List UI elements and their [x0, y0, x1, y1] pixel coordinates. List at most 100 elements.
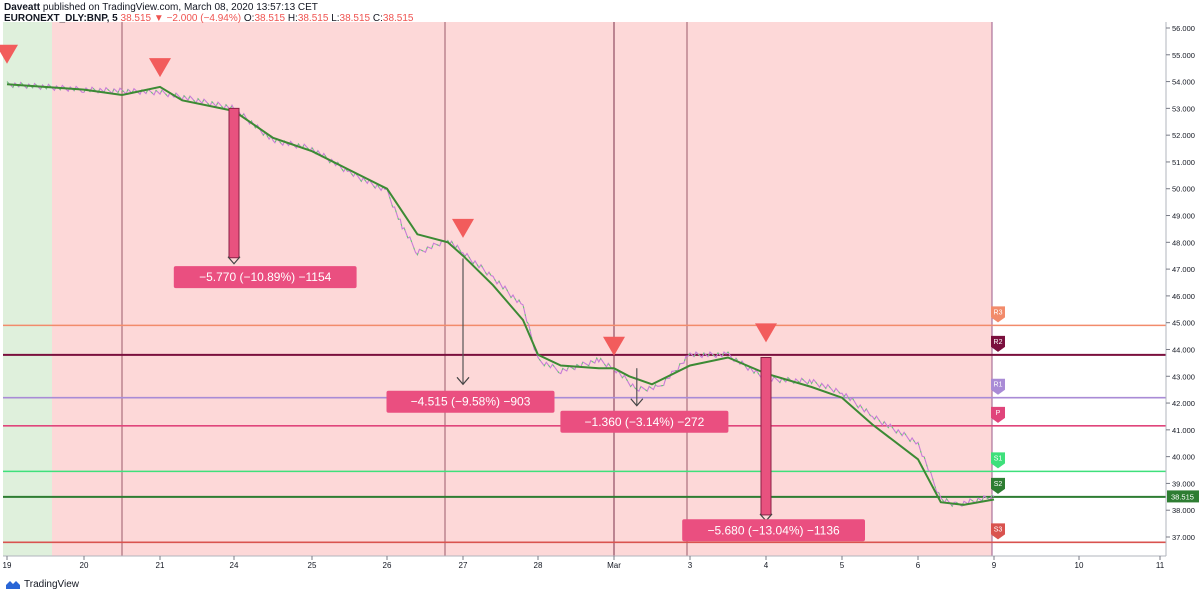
sell-signal-triangle-1 — [0, 44, 18, 64]
symbol[interactable]: EURONEXT_DLY:BNP, 5 — [4, 13, 118, 24]
high-value: 38.515 — [297, 13, 329, 24]
x-tick-label: 3 — [688, 561, 693, 570]
pivot-levels: R3 R2 R1 P S1 S2 S3 — [3, 306, 1166, 544]
last-price-marker — [1167, 490, 1199, 503]
low-label: L: — [331, 13, 340, 24]
y-tick-label: 44.000 — [1172, 345, 1195, 354]
chart-header: Daveatt published on TradingView.com, Ma… — [4, 2, 414, 24]
drop-label-box — [386, 390, 555, 413]
y-tick-label: 40.000 — [1172, 453, 1195, 462]
x-tick-label: 26 — [383, 561, 392, 570]
drop-arrow-4: −5.680 (−13.04%) −1136 — [682, 357, 865, 542]
drop-arrowhead — [456, 376, 470, 386]
x-tick-label: 25 — [308, 561, 317, 570]
last-price-label: 38.515 — [1171, 492, 1194, 501]
sell-signal-triangle-4 — [603, 336, 625, 356]
level-tag-shape — [991, 406, 1005, 423]
down-arrow-icon: ▼ — [153, 13, 164, 24]
y-tick-label: 49.000 — [1172, 212, 1195, 221]
x-tick-label: 10 — [1075, 561, 1084, 570]
x-tick-label: 5 — [840, 561, 845, 570]
tradingview-brand: TradingView — [24, 579, 80, 590]
y-tick-label: 51.000 — [1172, 158, 1195, 167]
last-price: 38.515 — [120, 13, 152, 24]
sell-signal-triangle-5 — [755, 323, 777, 343]
level-tag-s1: S1 — [991, 452, 1005, 469]
close-value: 38.515 — [382, 13, 414, 24]
level-tag-label: R1 — [994, 382, 1003, 389]
x-tick-label: Mar — [607, 561, 621, 570]
level-tag-shape — [991, 523, 1005, 540]
sell-signals — [0, 44, 777, 356]
drop-arrows: −5.770 (−10.89%) −1154 −4.515 (−9.58%) −9… — [173, 107, 865, 542]
drop-label-text: −5.770 (−10.89%) −1154 — [199, 270, 332, 284]
drop-label-box — [560, 410, 729, 433]
x-tick-label: 9 — [992, 561, 997, 570]
y-tick-label: 56.000 — [1172, 24, 1195, 33]
drop-label-text: −5.680 (−13.04%) −1136 — [707, 523, 840, 537]
sell-signal-triangle-3 — [452, 218, 474, 238]
level-tag-label: R3 — [994, 309, 1003, 316]
x-tick-label: 28 — [534, 561, 543, 570]
level-tag-r2: R2 — [991, 335, 1005, 352]
y-tick-label: 37.000 — [1172, 533, 1195, 542]
tradingview-logo-icon — [6, 581, 20, 589]
drop-arrow-1: −5.770 (−10.89%) −1154 — [173, 107, 357, 289]
drop-arrow-2: −4.515 (−9.58%) −903 — [386, 258, 555, 413]
x-tick-label: 20 — [80, 561, 89, 570]
publish-line: Daveatt published on TradingView.com, Ma… — [4, 2, 414, 13]
level-tag-shape — [991, 477, 1005, 494]
level-tag-label: P — [996, 410, 1001, 417]
sell-signal-triangle-2 — [149, 58, 171, 78]
green-session-bg — [3, 22, 52, 556]
y-tick-label: 48.000 — [1172, 238, 1195, 247]
x-tick-label: 6 — [916, 561, 921, 570]
x-tick-label: 21 — [156, 561, 165, 570]
drop-arrowhead — [227, 256, 241, 265]
y-tick-label: 43.000 — [1172, 372, 1195, 381]
level-tag-shape — [991, 335, 1005, 352]
level-tag-shape — [991, 306, 1005, 323]
drop-label-box — [173, 266, 357, 289]
drop-arrow-body — [760, 357, 772, 516]
x-tick-label: 24 — [230, 561, 239, 570]
x-tick-label: 27 — [459, 561, 468, 570]
level-tag-label: S3 — [994, 526, 1003, 533]
x-tick-label: 19 — [3, 561, 12, 570]
drop-arrow-3: −1.360 (−3.14%) −272 — [560, 368, 729, 433]
open-value: 38.515 — [254, 13, 286, 24]
session-background — [3, 22, 1166, 556]
ohlc-line: EURONEXT_DLY:BNP, 5 38.515 ▼ −2.000 (−4.… — [4, 13, 414, 24]
x-tick-label: 4 — [764, 561, 769, 570]
y-tick-label: 53.000 — [1172, 104, 1195, 113]
close-label: C: — [372, 13, 383, 24]
publisher-name[interactable]: Daveatt — [4, 2, 41, 13]
open-label: O: — [243, 13, 255, 24]
drop-label-box — [682, 519, 865, 542]
high-label: H: — [287, 13, 298, 24]
level-tag-shape — [991, 452, 1005, 469]
future-area-bg — [992, 22, 1166, 556]
level-tag-label: R2 — [994, 339, 1003, 346]
y-tick-label: 50.000 — [1172, 185, 1195, 194]
session-dividers — [121, 22, 993, 556]
red-session-bg — [52, 22, 992, 556]
level-tag-r3: R3 — [991, 306, 1005, 323]
y-tick-label: 54.000 — [1172, 78, 1195, 87]
y-tick-label: 41.000 — [1172, 426, 1195, 435]
y-tick-label: 39.000 — [1172, 479, 1195, 488]
y-tick-label: 55.000 — [1172, 51, 1195, 60]
drop-label-text: −4.515 (−9.58%) −903 — [411, 395, 531, 409]
drop-arrow-body — [228, 107, 240, 259]
y-tick-label: 47.000 — [1172, 265, 1195, 274]
axes: 37.000 38.000 39.000 40.000 41.000 42.000 43.0… — [3, 22, 1199, 570]
low-value: 38.515 — [339, 13, 371, 24]
level-tag-label: S1 — [994, 455, 1003, 462]
tradingview-footer[interactable]: TradingView — [6, 579, 79, 590]
price-change: −2.000 (−4.94%) — [166, 13, 242, 24]
level-tag-s3: S3 — [991, 523, 1005, 540]
y-tick-label: 52.000 — [1172, 131, 1195, 140]
level-tag-p: P — [991, 406, 1005, 423]
y-tick-label: 46.000 — [1172, 292, 1195, 301]
